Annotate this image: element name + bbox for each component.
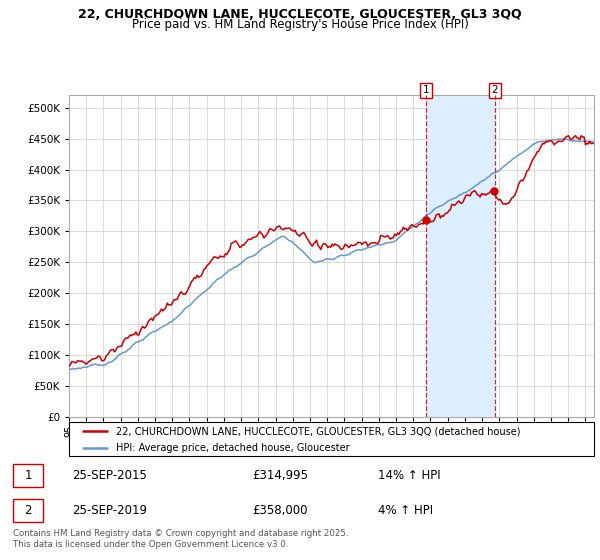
Text: 14% ↑ HPI: 14% ↑ HPI xyxy=(378,469,440,482)
Text: 2: 2 xyxy=(491,85,498,95)
FancyBboxPatch shape xyxy=(13,499,43,522)
Text: 4% ↑ HPI: 4% ↑ HPI xyxy=(378,504,433,517)
FancyBboxPatch shape xyxy=(69,422,594,456)
Text: 1: 1 xyxy=(25,469,32,482)
FancyBboxPatch shape xyxy=(13,464,43,487)
Text: £358,000: £358,000 xyxy=(252,504,308,517)
Text: 22, CHURCHDOWN LANE, HUCCLECOTE, GLOUCESTER, GL3 3QQ (detached house): 22, CHURCHDOWN LANE, HUCCLECOTE, GLOUCES… xyxy=(116,426,521,436)
Text: 22, CHURCHDOWN LANE, HUCCLECOTE, GLOUCESTER, GL3 3QQ: 22, CHURCHDOWN LANE, HUCCLECOTE, GLOUCES… xyxy=(78,8,522,21)
Text: HPI: Average price, detached house, Gloucester: HPI: Average price, detached house, Glou… xyxy=(116,443,350,452)
Text: 25-SEP-2015: 25-SEP-2015 xyxy=(72,469,147,482)
Text: Contains HM Land Registry data © Crown copyright and database right 2025.
This d: Contains HM Land Registry data © Crown c… xyxy=(13,529,349,549)
Text: Price paid vs. HM Land Registry's House Price Index (HPI): Price paid vs. HM Land Registry's House … xyxy=(131,18,469,31)
Text: 25-SEP-2019: 25-SEP-2019 xyxy=(72,504,147,517)
Text: £314,995: £314,995 xyxy=(252,469,308,482)
Bar xyxy=(426,95,494,417)
Text: 2: 2 xyxy=(25,504,32,517)
Text: 1: 1 xyxy=(422,85,429,95)
